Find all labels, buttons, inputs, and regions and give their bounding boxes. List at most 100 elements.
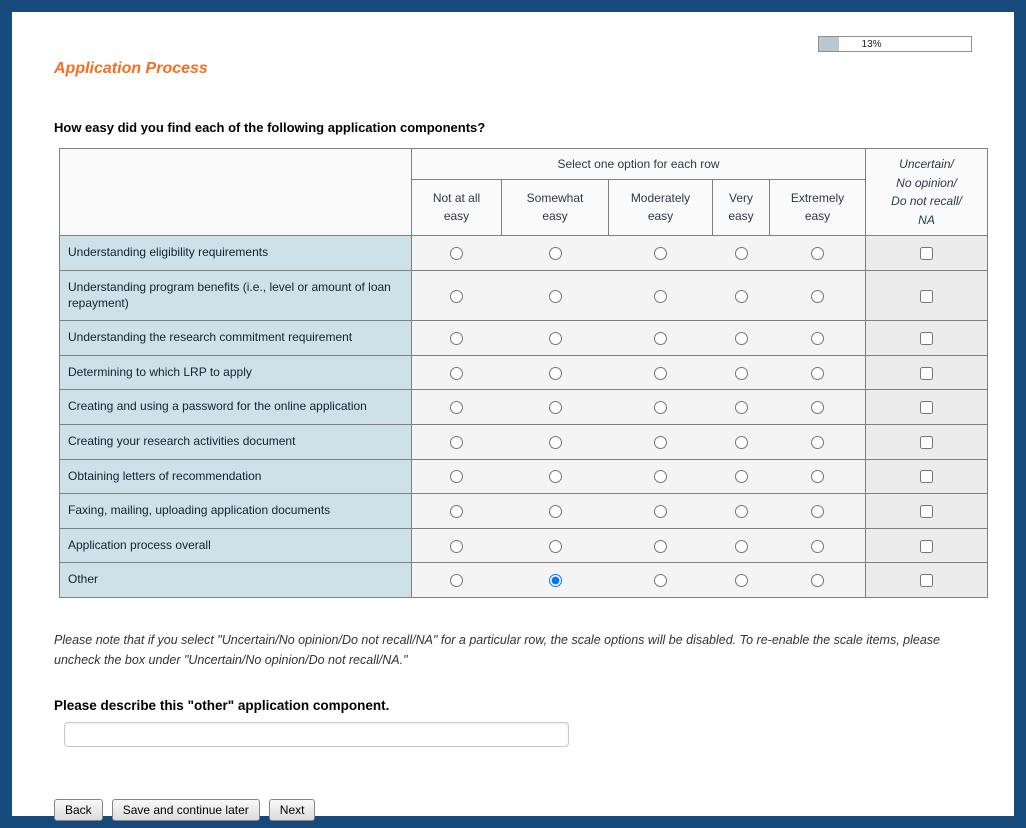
save-and-continue-button[interactable]: Save and continue later: [111, 798, 260, 821]
radio-cell: [501, 423, 609, 460]
radio-cell: [501, 458, 609, 495]
na-checkbox-row3[interactable]: [920, 366, 934, 380]
radio-row6-col2[interactable]: [654, 470, 667, 484]
radio-row2-col4[interactable]: [810, 332, 824, 346]
radio-row2-col3[interactable]: [734, 332, 748, 346]
progress-fill: [819, 37, 839, 51]
table-row: Understanding program benefits (i.e., le…: [59, 269, 989, 322]
radio-cell: [712, 269, 770, 322]
radio-row2-col2[interactable]: [654, 332, 667, 346]
radio-row5-col2[interactable]: [654, 435, 667, 449]
radio-row9-col2[interactable]: [654, 574, 667, 588]
radio-cell: [712, 562, 770, 598]
na-checkbox-row9[interactable]: [920, 574, 934, 588]
radio-row7-col3[interactable]: [734, 505, 748, 519]
radio-row3-col4[interactable]: [810, 366, 824, 380]
na-cell: [865, 527, 989, 564]
radio-row9-col4[interactable]: [810, 574, 824, 588]
radio-cell: [608, 527, 713, 564]
radio-cell: [501, 527, 609, 564]
radio-row2-col1[interactable]: [548, 332, 562, 346]
radio-row8-col0[interactable]: [450, 539, 464, 553]
radio-cell: [608, 389, 713, 425]
page-title: Application Process: [54, 60, 208, 77]
radio-row6-col4[interactable]: [810, 470, 824, 484]
radio-row3-col0[interactable]: [450, 366, 464, 380]
progress-label: 13%: [861, 39, 882, 50]
radio-row1-col1[interactable]: [548, 289, 562, 303]
na-checkbox-row5[interactable]: [920, 435, 934, 449]
radio-row5-col0[interactable]: [450, 435, 464, 449]
radio-row9-col3[interactable]: [734, 574, 748, 588]
radio-row8-col1[interactable]: [548, 539, 562, 553]
radio-row1-col0[interactable]: [450, 289, 464, 303]
radio-row4-col2[interactable]: [654, 401, 667, 415]
radio-row3-col1[interactable]: [548, 366, 562, 380]
radio-row0-col4[interactable]: [810, 247, 824, 261]
radio-row1-col3[interactable]: [734, 289, 748, 303]
radio-row7-col0[interactable]: [450, 505, 464, 519]
radio-cell: [712, 389, 770, 425]
radio-cell: [608, 320, 713, 356]
radio-row4-col3[interactable]: [734, 401, 748, 415]
radio-row0-col3[interactable]: [734, 247, 748, 261]
radio-row7-col4[interactable]: [810, 505, 824, 519]
radio-row5-col4[interactable]: [810, 435, 824, 449]
na-checkbox-row2[interactable]: [920, 332, 934, 346]
table-row: Understanding the research commitment re…: [59, 320, 989, 356]
radio-row1-col2[interactable]: [654, 289, 667, 303]
radio-cell: [608, 562, 713, 598]
radio-cell: [501, 235, 609, 271]
radio-cell: [712, 320, 770, 356]
radio-row6-col0[interactable]: [450, 470, 464, 484]
radio-row5-col1[interactable]: [548, 435, 562, 449]
radio-cell: [411, 562, 502, 598]
radio-row5-col3[interactable]: [734, 435, 748, 449]
radio-cell: [608, 235, 713, 271]
radio-row4-col4[interactable]: [810, 401, 824, 415]
na-checkbox-row4[interactable]: [920, 401, 934, 415]
radio-row7-col2[interactable]: [654, 505, 667, 519]
row-label: Application process overall: [59, 527, 412, 564]
radio-row3-col3[interactable]: [734, 366, 748, 380]
radio-row8-col2[interactable]: [654, 539, 667, 553]
radio-row1-col4[interactable]: [810, 289, 824, 303]
radio-row0-col1[interactable]: [548, 247, 562, 261]
back-button[interactable]: Back: [54, 798, 103, 821]
radio-row4-col0[interactable]: [450, 401, 464, 415]
radio-row9-col0[interactable]: [450, 574, 464, 588]
radio-cell: [769, 458, 866, 495]
radio-row9-col1[interactable]: [548, 574, 562, 588]
radio-cell: [608, 458, 713, 495]
radio-row6-col1[interactable]: [548, 470, 562, 484]
other-input[interactable]: [64, 721, 569, 747]
na-checkbox-row8[interactable]: [920, 539, 934, 553]
table-row: Other: [59, 562, 989, 598]
na-cell: [865, 235, 989, 271]
na-checkbox-row0[interactable]: [920, 247, 934, 261]
column-header-3: Very easy: [712, 179, 770, 237]
radio-row8-col3[interactable]: [734, 539, 748, 553]
table-row: Obtaining letters of recommendation: [59, 458, 989, 495]
radio-row2-col0[interactable]: [450, 332, 464, 346]
page: 13% Application Process How easy did you…: [12, 12, 1014, 821]
na-checkbox-row7[interactable]: [920, 505, 934, 519]
radio-row8-col4[interactable]: [810, 539, 824, 553]
radio-row3-col2[interactable]: [654, 366, 667, 380]
row-label: Faxing, mailing, uploading application d…: [59, 493, 412, 529]
na-checkbox-row6[interactable]: [920, 470, 934, 484]
radio-row6-col3[interactable]: [734, 470, 748, 484]
radio-cell: [411, 269, 502, 322]
radio-row4-col1[interactable]: [548, 401, 562, 415]
radio-cell: [769, 235, 866, 271]
radio-row0-col0[interactable]: [450, 247, 464, 261]
radio-cell: [769, 527, 866, 564]
next-button[interactable]: Next: [268, 798, 316, 821]
radio-cell: [411, 493, 502, 529]
radio-row0-col2[interactable]: [654, 247, 667, 261]
radio-cell: [769, 389, 866, 425]
progress-bar: 13%: [818, 36, 972, 52]
table-row: Application process overall: [59, 527, 989, 564]
radio-row7-col1[interactable]: [548, 505, 562, 519]
na-checkbox-row1[interactable]: [920, 289, 934, 303]
